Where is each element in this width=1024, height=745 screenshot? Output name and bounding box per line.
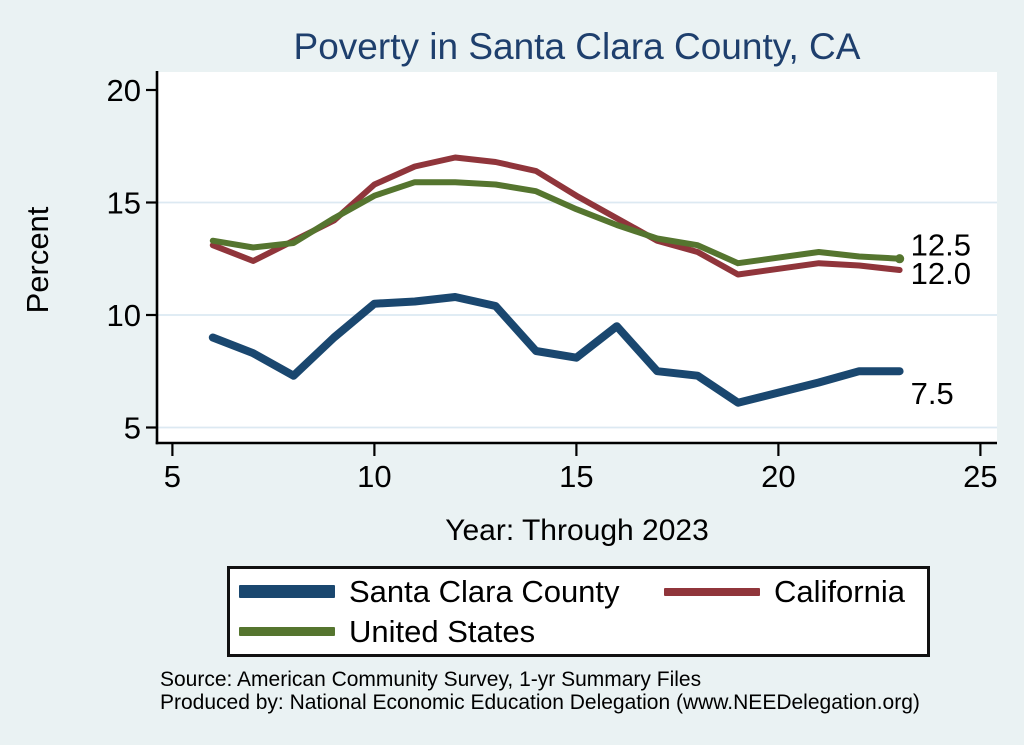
produced-by-line: Produced by: National Economic Education… xyxy=(160,690,920,714)
end-marker-united-states xyxy=(895,254,905,264)
source-line: Source: American Community Survey, 1-yr … xyxy=(160,668,702,691)
y-tick-label: 20 xyxy=(107,73,141,108)
end-label-california: 12.0 xyxy=(911,256,971,291)
x-tick-label: 10 xyxy=(357,459,391,494)
legend-swatch-california xyxy=(664,587,760,596)
x-tick-label: 15 xyxy=(559,459,593,494)
legend-item-santa-clara-county: Santa Clara County xyxy=(239,572,664,612)
legend-swatch-santa-clara-county xyxy=(239,585,335,598)
legend-label-united-states: United States xyxy=(349,613,536,649)
legend-label-california: California xyxy=(774,573,905,609)
source-note: Source: American Community Survey, 1-yr … xyxy=(160,668,920,714)
x-tick-label: 20 xyxy=(761,459,795,494)
x-tick-label: 5 xyxy=(164,459,181,494)
legend-item-california: California xyxy=(664,572,927,612)
series-line-united-states xyxy=(209,179,903,267)
y-tick-label: 5 xyxy=(124,411,141,446)
x-tick-label: 25 xyxy=(963,459,997,494)
legend-item-united-states: United States xyxy=(239,612,664,652)
legend: Santa Clara County California United Sta… xyxy=(227,566,930,657)
y-tick-label: 15 xyxy=(107,186,141,221)
end-label-united-states: 12.5 xyxy=(911,228,971,263)
series-line-santa-clara-county xyxy=(208,293,904,407)
y-axis-title: Percent xyxy=(20,206,55,314)
end-label-santa-clara-county: 7.5 xyxy=(911,376,954,411)
x-axis-title: Year: Through 2023 xyxy=(445,514,709,547)
y-tick-label: 10 xyxy=(107,298,141,333)
legend-swatch-united-states xyxy=(239,627,335,636)
chart-title: Poverty in Santa Clara County, CA xyxy=(293,26,861,67)
legend-label-santa-clara-county: Santa Clara County xyxy=(349,573,620,609)
